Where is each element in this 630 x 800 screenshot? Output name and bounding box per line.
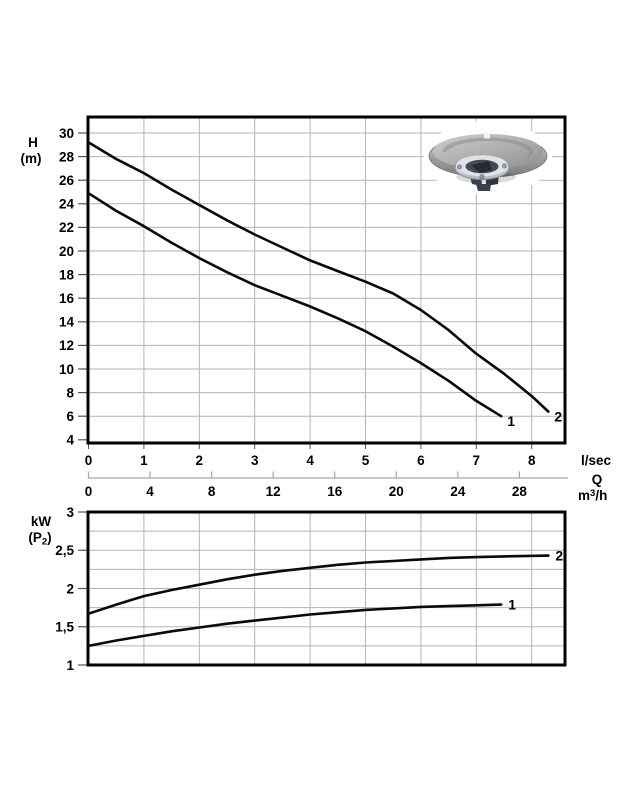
y-tick-label: 4 (66, 433, 74, 448)
y-tick-label: 2,5 (55, 543, 74, 558)
flow-unit-m3h-label: m3/h (578, 488, 607, 503)
curve-label-1: 1 (508, 597, 516, 613)
lsec-tick-label: 8 (528, 453, 536, 468)
y-tick-label: 1,5 (55, 620, 74, 635)
y-tick-label: 16 (59, 291, 75, 306)
head-y-axis-symbol: H (28, 135, 38, 150)
curve-label-1: 1 (507, 413, 515, 429)
impeller-foot (476, 184, 491, 191)
lsec-tick-label: 1 (140, 453, 148, 468)
m3h-tick-label: 12 (266, 484, 281, 499)
m3h-tick-label: 4 (146, 484, 154, 499)
m3h-tick-label: 16 (327, 484, 343, 499)
power-chart: 3 2,5 2 1,5 1 1 2 (55, 505, 567, 673)
m3h-tick-label: 28 (512, 484, 528, 499)
curve-1 (87, 603, 503, 648)
y-tick-label: 6 (66, 409, 74, 424)
y-tick-label: 12 (59, 338, 74, 353)
curve-label-2: 2 (555, 548, 563, 564)
y-tick-label: 20 (59, 244, 74, 259)
lsec-tick-label: 6 (417, 453, 425, 468)
m3h-tick-label: 0 (85, 484, 93, 499)
hub-bolt-3 (479, 174, 485, 180)
lsec-tick-label: 3 (251, 453, 259, 468)
y-tick-label: 14 (59, 315, 75, 330)
lsec-tick-label: 7 (473, 453, 481, 468)
plot-border (86, 510, 567, 667)
m3h-tick-label: 8 (208, 484, 216, 499)
y-tick-label: 22 (59, 220, 74, 235)
m3h-tick-label: 24 (450, 484, 466, 499)
curve-2 (87, 554, 550, 615)
lsec-tick-label: 2 (196, 453, 204, 468)
lsec-tick-label: 5 (362, 453, 370, 468)
y-tick-label: 8 (66, 385, 74, 400)
power-y-axis-symbol: kW (31, 514, 52, 529)
lsec-tick-label: 0 (85, 453, 93, 468)
y-tick-label: 2 (66, 581, 74, 596)
pump-impeller-image (424, 121, 552, 195)
flow-axis: 0 1 2 3 4 5 6 7 80 4 8 12 16 20 24 28 (85, 444, 568, 499)
y-tick-label: 3 (66, 505, 74, 520)
y-tick-label: 30 (59, 126, 74, 141)
curve-label-2: 2 (554, 408, 562, 424)
flow-unit-lsec-label: l/sec (581, 453, 612, 468)
power-y-axis-unit: (P2) (28, 530, 51, 548)
plot-border (86, 115, 567, 445)
y-tick-label: 1 (66, 658, 74, 673)
y-tick-label: 26 (59, 173, 75, 188)
hub-bolt-2 (502, 163, 507, 169)
y-tick-label: 10 (59, 362, 74, 377)
flow-symbol-label: Q (592, 472, 603, 487)
curve-2 (87, 141, 550, 413)
hub-bolt-1 (457, 164, 462, 170)
hub-inner-blade (471, 161, 492, 173)
head-y-axis-unit: (m) (21, 151, 42, 166)
m3h-tick-label: 20 (389, 484, 404, 499)
impeller-rim-notch (484, 132, 490, 139)
lsec-tick-label: 4 (306, 453, 314, 468)
y-tick-label: 28 (59, 149, 75, 164)
curve-1 (87, 191, 503, 418)
y-tick-label: 18 (59, 267, 75, 282)
y-tick-label: 24 (59, 197, 75, 212)
